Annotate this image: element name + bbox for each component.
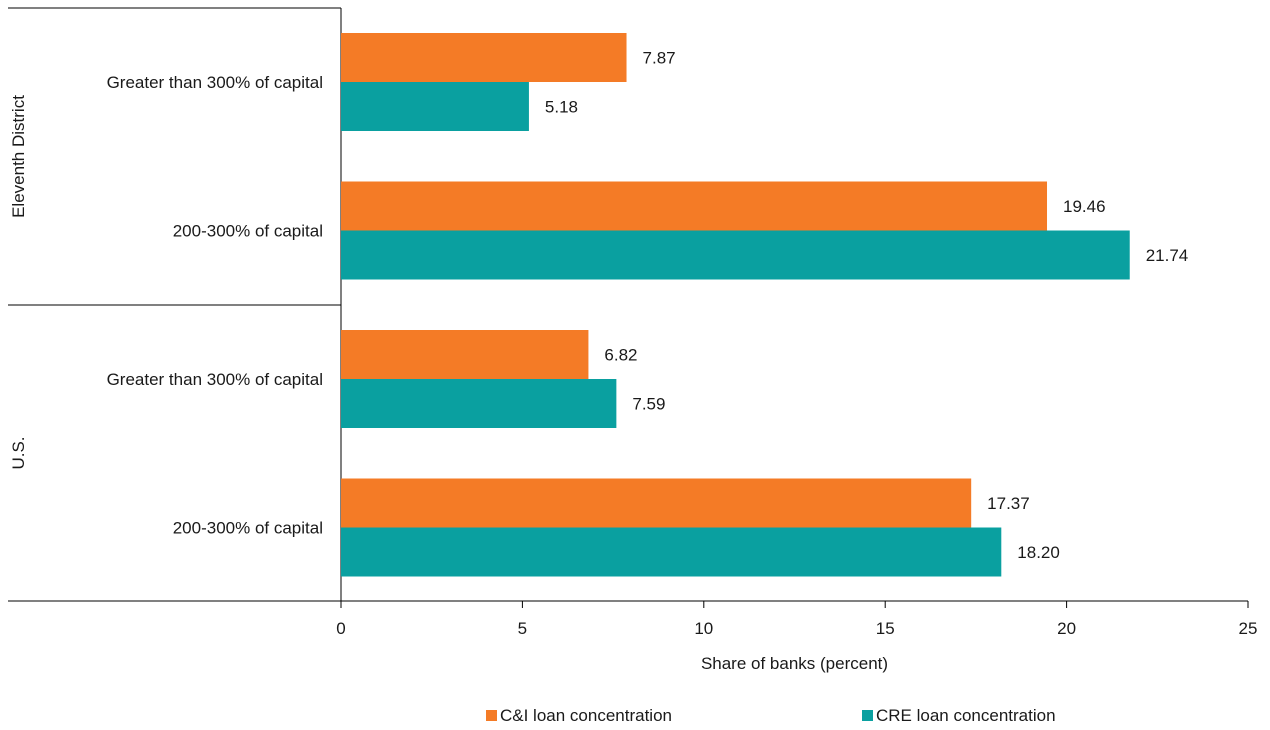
- x-axis-title: Share of banks (percent): [701, 654, 888, 673]
- bar-value-label: 17.37: [987, 494, 1030, 513]
- bar: [341, 330, 589, 379]
- group-label: U.S.: [9, 436, 28, 469]
- bar-value-label: 19.46: [1063, 197, 1106, 216]
- bar: [341, 230, 1130, 280]
- legend-swatch: [486, 710, 497, 721]
- bar: [341, 82, 529, 131]
- category-label: 200-300% of capital: [173, 519, 323, 538]
- legend-label: CRE loan concentration: [876, 706, 1056, 725]
- bar-value-label: 7.87: [643, 49, 676, 68]
- bar: [341, 33, 627, 82]
- bar: [341, 379, 617, 428]
- category-label: Greater than 300% of capital: [107, 73, 323, 92]
- bar: [341, 478, 972, 528]
- x-tick-label: 20: [1057, 619, 1076, 638]
- group-label: Eleventh District: [9, 95, 28, 218]
- bars: [341, 33, 1130, 577]
- category-label: Greater than 300% of capital: [107, 370, 323, 389]
- labels: 0 5 10 15 20 25 7.87 5.18 Greater than 300% of c…: [9, 49, 1257, 674]
- category-label: 200-300% of capital: [173, 222, 323, 241]
- x-tick-label: 25: [1239, 619, 1258, 638]
- x-tick-label: 0: [336, 619, 345, 638]
- bar: [341, 527, 1002, 577]
- x-tick-label: 15: [876, 619, 895, 638]
- x-tick-label: 5: [518, 619, 527, 638]
- bar-value-label: 7.59: [632, 395, 665, 414]
- x-tick-label: 10: [694, 619, 713, 638]
- legend-label: C&I loan concentration: [500, 706, 672, 725]
- bar-value-label: 21.74: [1146, 246, 1189, 265]
- bar-value-label: 6.82: [604, 346, 637, 365]
- bar: [341, 181, 1048, 231]
- bar-value-label: 18.20: [1017, 543, 1060, 562]
- legend-swatch: [862, 710, 873, 721]
- legend: C&I loan concentration CRE loan concentra…: [486, 706, 1056, 725]
- bar-value-label: 5.18: [545, 98, 578, 117]
